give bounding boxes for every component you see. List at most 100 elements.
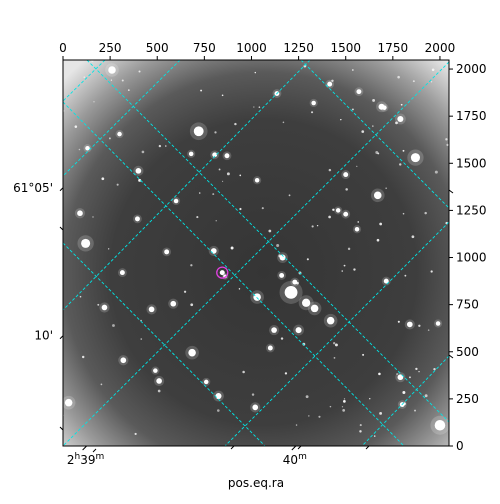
star	[203, 379, 209, 385]
grid-line	[63, 101, 405, 446]
faint-star	[164, 145, 167, 147]
faint-star	[78, 148, 81, 151]
faint-star	[397, 320, 400, 323]
stars-layer	[63, 60, 449, 437]
star	[343, 211, 349, 217]
faint-star	[284, 372, 288, 375]
grid-line	[86, 60, 449, 423]
faint-star	[140, 338, 143, 340]
faint-star	[332, 208, 335, 211]
star	[253, 293, 261, 301]
bottom-ra-tick	[291, 445, 297, 451]
top-axis-tick-label: 1000	[236, 41, 267, 55]
star	[188, 348, 196, 357]
faint-star	[334, 343, 338, 347]
faint-star	[333, 356, 336, 359]
faint-star	[74, 125, 78, 128]
faint-star	[316, 224, 319, 227]
star	[164, 249, 170, 255]
star	[64, 398, 73, 407]
faint-star	[239, 174, 242, 177]
bottom-minor-tick	[230, 445, 235, 450]
star	[311, 100, 316, 106]
star	[85, 145, 90, 151]
faint-star	[218, 168, 221, 171]
top-axis-tick-label: 250	[99, 41, 122, 55]
faint-star	[404, 274, 407, 277]
faint-star	[369, 398, 371, 400]
star	[435, 321, 441, 326]
star	[224, 153, 230, 159]
faint-star	[100, 383, 103, 386]
faint-star	[295, 424, 298, 426]
faint-star	[158, 144, 162, 148]
grid-line	[63, 60, 311, 311]
faint-star	[347, 247, 351, 251]
star	[326, 316, 335, 325]
star	[212, 152, 218, 158]
faint-star	[196, 216, 199, 219]
star	[153, 368, 158, 373]
right-axis-tick-label: 1500	[456, 156, 487, 170]
star	[101, 304, 108, 311]
faint-star	[318, 415, 321, 418]
top-axis-tick-label: 1250	[283, 41, 314, 55]
star	[173, 198, 179, 204]
grid-line	[361, 355, 449, 446]
faint-star	[112, 324, 115, 327]
star	[301, 298, 311, 307]
star	[254, 177, 260, 183]
top-axis-tick-label: 500	[146, 41, 169, 55]
faint-star	[276, 244, 280, 248]
faint-star	[138, 178, 142, 182]
faint-star	[402, 149, 405, 152]
faint-star	[212, 193, 215, 196]
plot-frame	[62, 59, 450, 447]
star	[383, 278, 389, 284]
faint-star	[415, 367, 418, 371]
right-axis-tick-label: 1250	[456, 203, 487, 217]
left-minor-tick	[59, 226, 64, 231]
faint-star	[134, 432, 137, 436]
faint-star	[306, 258, 309, 261]
star	[397, 374, 404, 381]
faint-star	[234, 122, 237, 126]
star	[406, 321, 413, 328]
star	[170, 300, 177, 307]
faint-star	[329, 405, 332, 408]
axes-layer: 0 250 500 750 1000 1250 1500 1750 2000 0 250 500 750…	[13, 41, 486, 467]
faint-star	[311, 111, 314, 114]
x-axis-label: pos.eq.ra	[228, 476, 284, 490]
faint-star	[343, 398, 346, 400]
faint-star	[239, 207, 242, 211]
faint-star	[362, 353, 365, 356]
star	[284, 285, 298, 299]
faint-star	[183, 290, 187, 293]
faint-star	[433, 367, 436, 371]
left-dec-tick-label: 61°05'	[13, 181, 53, 195]
faint-star	[258, 106, 261, 108]
faint-star	[331, 79, 334, 83]
star	[267, 345, 273, 351]
faint-star	[198, 192, 201, 194]
star	[77, 210, 83, 217]
faint-star	[97, 303, 100, 306]
faint-star	[411, 235, 415, 239]
faint-star	[434, 170, 438, 174]
star	[434, 419, 446, 431]
left-dec-tick-label: 10'	[34, 329, 53, 343]
faint-star	[226, 172, 230, 176]
faint-star	[333, 342, 336, 345]
faint-star	[328, 168, 332, 172]
faint-star	[341, 406, 344, 408]
faint-star	[138, 70, 141, 73]
star	[356, 89, 362, 95]
faint-star	[92, 216, 94, 218]
grid-line	[63, 61, 449, 446]
faint-star	[372, 98, 376, 102]
star	[135, 167, 142, 174]
star	[343, 172, 349, 178]
faint-star	[379, 411, 383, 415]
